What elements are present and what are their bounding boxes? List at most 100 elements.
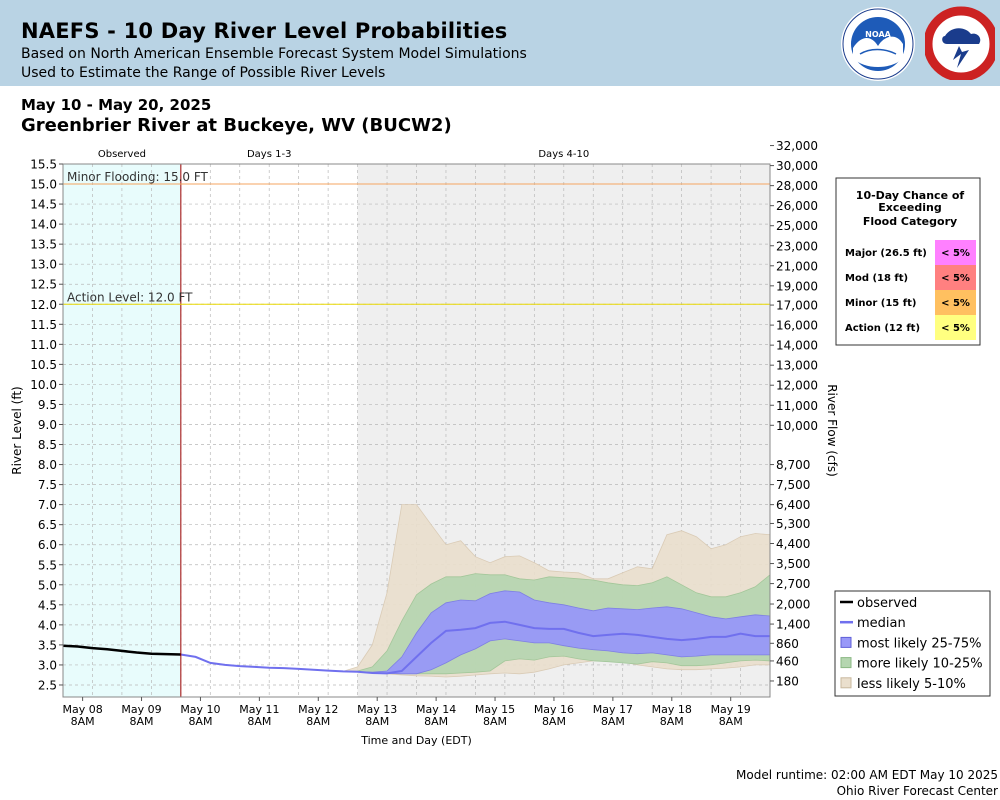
x-tick-label: 8AM [483, 715, 507, 728]
plot-frame [62, 163, 771, 698]
flood-table-title: Exceeding [878, 201, 941, 214]
legend-label: most likely 25-75% [857, 636, 981, 651]
legend-swatch [840, 636, 852, 648]
y-tick-label: 4.5 [38, 598, 57, 612]
y2-tick-label: 2,000 [776, 598, 810, 612]
period-label: Observed [98, 149, 146, 160]
legend-label: median [857, 616, 906, 631]
flood-category-label: Action (12 ft) [845, 323, 920, 334]
x-tick-label: May 17 [593, 703, 633, 716]
y2-tick-label: 7,500 [776, 478, 810, 492]
y2-tick-label: 10,000 [776, 419, 818, 433]
minor-threshold-label: Minor Flooding: 15.0 FT [67, 170, 209, 184]
header-subtitle-2: Used to Estimate the Range of Possible R… [21, 65, 386, 81]
x-tick-label: May 18 [652, 703, 692, 716]
flood-category-label: Major (26.5 ft) [845, 248, 927, 259]
legend-box [834, 590, 991, 697]
x-tick-label: 8AM [660, 715, 684, 728]
x-tick-label: 8AM [247, 715, 271, 728]
y-tick-label: 8.5 [38, 438, 57, 452]
legend-label: observed [857, 596, 917, 611]
y2-tick-label: 3,500 [776, 557, 810, 571]
y-tick-label: 3.0 [38, 658, 57, 672]
y2-axis-label: River Flow (cfs) [825, 384, 839, 477]
flood-category-value: < 5% [941, 298, 970, 309]
x-tick-label: May 10 [180, 703, 220, 716]
y-tick-label: 15.5 [30, 158, 57, 172]
y-tick-label: 14.0 [30, 218, 57, 232]
y2-tick-label: 23,000 [776, 239, 818, 253]
flood-category-value: < 5% [941, 273, 970, 284]
flood-category-swatch [935, 265, 976, 290]
flood-table-title: 10-Day Chance of [856, 189, 965, 202]
noaa-logo: NOAA [841, 7, 915, 81]
legend-swatch [840, 677, 852, 689]
y2-tick-label: 180 [776, 674, 799, 688]
x-tick-label: 8AM [306, 715, 330, 728]
x-tick-label: 8AM [601, 715, 625, 728]
y2-tick-label: 8,700 [776, 458, 810, 472]
svg-text:NOAA: NOAA [865, 30, 891, 39]
y-axis-label: River Level (ft) [10, 386, 24, 474]
y2-tick-label: 860 [776, 637, 799, 651]
flood-category-value: < 5% [941, 248, 970, 259]
flood-category-value: < 5% [941, 323, 970, 334]
nws-logo [925, 6, 995, 80]
flood-category-swatch [935, 240, 976, 265]
page-title: NAEFS - 10 Day River Level Probabilities [21, 19, 508, 43]
x-tick-label: May 09 [121, 703, 161, 716]
y-tick-label: 8.0 [38, 458, 57, 472]
y2-tick-label: 6,400 [776, 498, 810, 512]
y-tick-label: 13.0 [30, 258, 57, 272]
y2-tick-label: 21,000 [776, 259, 818, 273]
x-tick-label: May 15 [475, 703, 515, 716]
x-tick-label: May 16 [534, 703, 574, 716]
y-tick-label: 9.5 [38, 398, 57, 412]
x-tick-label: 8AM [71, 715, 95, 728]
y-tick-label: 13.5 [30, 238, 57, 252]
y2-tick-label: 17,000 [776, 299, 818, 313]
period-label: Days 4-10 [538, 149, 589, 160]
y-tick-label: 15.0 [30, 178, 57, 192]
y2-tick-label: 1,400 [776, 618, 810, 632]
y2-tick-label: 32,000 [776, 140, 818, 153]
x-tick-label: May 13 [357, 703, 397, 716]
y2-tick-label: 25,000 [776, 219, 818, 233]
flood-table-title: Flood Category [863, 215, 957, 228]
y-tick-label: 2.5 [38, 678, 57, 692]
x-tick-label: 8AM [424, 715, 448, 728]
y-tick-label: 10.0 [30, 378, 57, 392]
y-tick-label: 6.5 [38, 518, 57, 532]
x-tick-label: May 14 [416, 703, 456, 716]
y-tick-label: 12.0 [30, 298, 57, 312]
y2-tick-label: 28,000 [776, 179, 818, 193]
x-tick-label: 8AM [188, 715, 212, 728]
period-label: Days 1-3 [247, 149, 291, 160]
y-tick-label: 10.5 [30, 358, 57, 372]
y-tick-label: 12.5 [30, 278, 57, 292]
median-line [180, 620, 770, 675]
y2-tick-label: 14,000 [776, 339, 818, 353]
model-runtime: Model runtime: 02:00 AM EDT May 10 2025 [736, 768, 998, 782]
observed-line [62, 644, 181, 656]
legend-label: less likely 5-10% [857, 677, 966, 692]
y2-tick-label: 2,700 [776, 577, 810, 591]
y-tick-label: 5.5 [38, 558, 57, 572]
forecast-center: Ohio River Forecast Center [836, 784, 998, 798]
flood-category-swatch [935, 315, 976, 340]
x-tick-label: 8AM [542, 715, 566, 728]
header-subtitle-1: Based on North American Ensemble Forecas… [21, 46, 527, 62]
y2-tick-label: 460 [776, 654, 799, 668]
flood-category-label: Minor (15 ft) [845, 298, 916, 309]
action-threshold-label: Action Level: 12.0 FT [67, 290, 193, 304]
river-level-chart: Observed Days 1-3 Days 4-10 Minor Flooding… [10, 140, 991, 747]
y2-tick-label: 13,000 [776, 359, 818, 373]
y2-tick-label: 19,000 [776, 279, 818, 293]
y-tick-label: 7.5 [38, 478, 57, 492]
x-tick-label: 8AM [719, 715, 743, 728]
y2-tick-label: 30,000 [776, 159, 818, 173]
flood-category-swatch [935, 290, 976, 315]
y-tick-label: 11.0 [30, 338, 57, 352]
x-tick-label: May 12 [298, 703, 338, 716]
x-tick-label: 8AM [365, 715, 389, 728]
